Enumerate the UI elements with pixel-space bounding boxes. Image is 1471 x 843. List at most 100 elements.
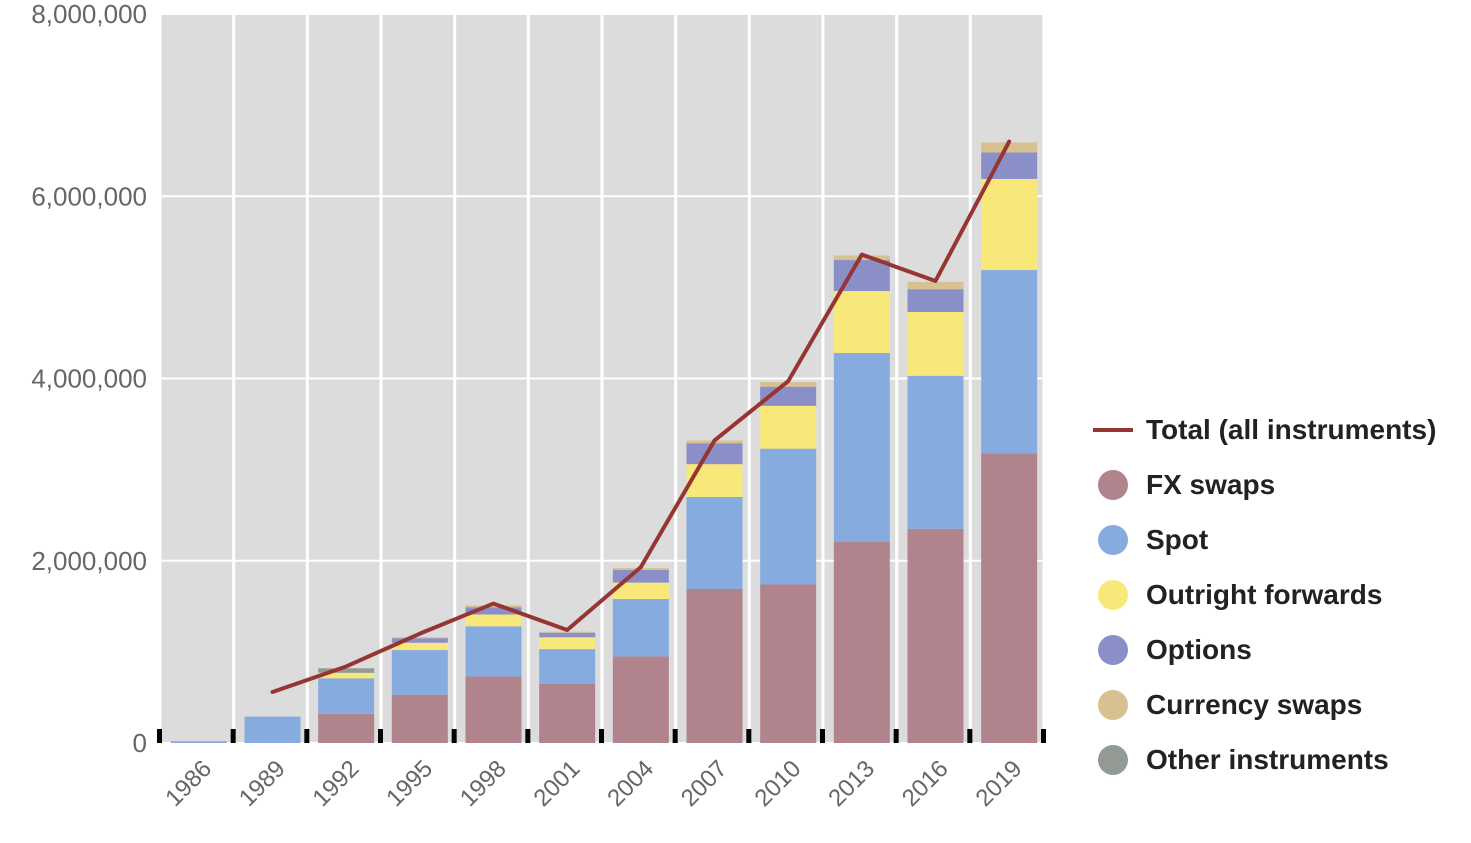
x-tick-label: 2004 — [602, 755, 659, 812]
bar-currency-swaps-2019 — [981, 142, 1038, 153]
legend-item[interactable]: Outright forwards — [1093, 567, 1436, 622]
x-tick-mark-5 — [525, 729, 531, 743]
legend-label: Currency swaps — [1146, 688, 1363, 720]
x-tick-label: 2010 — [750, 755, 807, 812]
x-tick-mark-12 — [1041, 729, 1046, 743]
bar-outright-forwards-2001 — [539, 637, 596, 650]
bar-spot-2001 — [539, 649, 596, 684]
y-tick-label: 8,000,000 — [31, 0, 147, 29]
bar-fx-swaps-2019 — [981, 453, 1038, 743]
legend-label: Outright forwards — [1146, 578, 1383, 610]
x-tick-label: 2013 — [823, 755, 880, 812]
bar-currency-swaps-2001 — [539, 631, 596, 633]
bars — [170, 142, 1038, 743]
legend-swatch — [1098, 579, 1128, 610]
y-axis-labels: 0 2,000,000 4,000,000 6,000,000 8,000,000 — [31, 0, 147, 758]
legend-swatch — [1098, 744, 1128, 775]
legend-dot-icon — [1093, 683, 1137, 727]
legend-swatch — [1098, 524, 1128, 555]
bar-currency-swaps-2016 — [907, 281, 964, 290]
x-tick-mark-6 — [599, 729, 604, 743]
bar-options-2001 — [539, 632, 596, 638]
x-tick-label: 2016 — [897, 755, 954, 812]
bar-fx-swaps-2001 — [539, 683, 596, 743]
x-tick-label: 2001 — [529, 755, 586, 812]
bar-options-1998 — [465, 607, 522, 615]
bar-other-instruments-1992 — [318, 668, 375, 673]
bar-fx-swaps-1995 — [391, 694, 448, 743]
y-tick-label: 4,000,000 — [31, 364, 147, 394]
legend-dot-icon — [1093, 518, 1137, 562]
legend-swatch — [1098, 469, 1128, 500]
bar-outright-forwards-1992 — [318, 672, 375, 679]
bar-options-2004 — [612, 569, 669, 583]
bar-outright-forwards-2019 — [981, 178, 1038, 271]
legend-label: Options — [1146, 633, 1252, 665]
bar-spot-2013 — [833, 352, 890, 542]
legend-label: Total (all instruments) — [1146, 413, 1437, 445]
legend-label: Spot — [1146, 523, 1209, 555]
legend-label: FX swaps — [1146, 468, 1276, 500]
bar-spot-1998 — [465, 626, 522, 677]
bar-spot-1995 — [391, 650, 448, 695]
bar-spot-1992 — [318, 678, 375, 714]
legend: Total (all instruments) FX swaps Spot Outri… — [1093, 402, 1436, 787]
bar-outright-forwards-2007 — [686, 464, 743, 497]
bar-currency-swaps-1995 — [391, 637, 448, 639]
legend-dot-icon — [1093, 738, 1137, 782]
x-tick-label: 1992 — [308, 755, 365, 812]
legend-item[interactable]: Currency swaps — [1093, 677, 1436, 732]
bar-fx-swaps-2016 — [907, 528, 964, 743]
bar-spot-2016 — [907, 375, 964, 529]
legend-item[interactable]: Spot — [1093, 512, 1436, 567]
x-tick-mark-2 — [304, 729, 310, 743]
x-tick-mark-7 — [672, 729, 678, 743]
bar-fx-swaps-1992 — [318, 713, 375, 743]
bar-outright-forwards-1995 — [391, 642, 448, 651]
legend-swatch — [1098, 689, 1128, 720]
bar-options-2007 — [686, 443, 743, 465]
bar-spot-2019 — [981, 270, 1038, 454]
legend-swatch — [1098, 634, 1128, 665]
legend-label: Other instruments — [1146, 743, 1389, 775]
y-tick-label: 2,000,000 — [31, 546, 147, 576]
bar-spot-2007 — [686, 496, 743, 589]
x-axis-labels: 1986 1989 1992 1995 1998 2001 2004 2007 2010 2013… — [160, 755, 1027, 812]
x-tick-mark-11 — [967, 729, 973, 743]
total-line-group — [270, 139, 1012, 694]
bar-fx-swaps-2013 — [833, 541, 890, 743]
total-line — [270, 139, 1012, 694]
x-tick-mark-1 — [230, 729, 236, 743]
x-tick-label: 1986 — [160, 755, 217, 812]
legend-line-icon — [1093, 408, 1137, 452]
x-tick-mark-10 — [893, 729, 899, 743]
legend-item[interactable]: Total (all instruments) — [1093, 402, 1436, 457]
y-tick-label: 6,000,000 — [31, 181, 147, 211]
x-tick-mark-4 — [451, 729, 457, 743]
x-tick-label: 1995 — [381, 755, 438, 812]
bar-options-1995 — [391, 638, 448, 643]
bar-outright-forwards-2004 — [612, 582, 669, 600]
legend-item[interactable]: FX swaps — [1093, 457, 1436, 512]
bar-fx-swaps-2007 — [686, 588, 743, 743]
legend-item[interactable]: Options — [1093, 622, 1436, 677]
legend-item[interactable]: Other instruments — [1093, 732, 1436, 787]
x-tick-mark-0 — [157, 729, 162, 743]
bar-spot-1989 — [244, 716, 301, 743]
bar-fx-swaps-1998 — [465, 676, 522, 743]
bar-fx-swaps-2004 — [612, 656, 669, 743]
bar-spot-2004 — [612, 599, 669, 657]
bar-fx-swaps-2010 — [760, 584, 817, 743]
bar-currency-swaps-1998 — [465, 605, 522, 608]
axis-ticks — [157, 729, 1046, 743]
legend-dot-icon — [1093, 628, 1137, 672]
x-tick-label: 1989 — [234, 755, 291, 812]
bar-outright-forwards-2016 — [907, 311, 964, 376]
bar-spot-1986 — [170, 741, 227, 743]
legend-dot-icon — [1093, 573, 1137, 617]
bar-currency-swaps-2010 — [760, 382, 817, 387]
bar-options-2016 — [907, 289, 964, 312]
legend-dot-icon — [1093, 463, 1137, 507]
bar-spot-2010 — [760, 448, 817, 585]
